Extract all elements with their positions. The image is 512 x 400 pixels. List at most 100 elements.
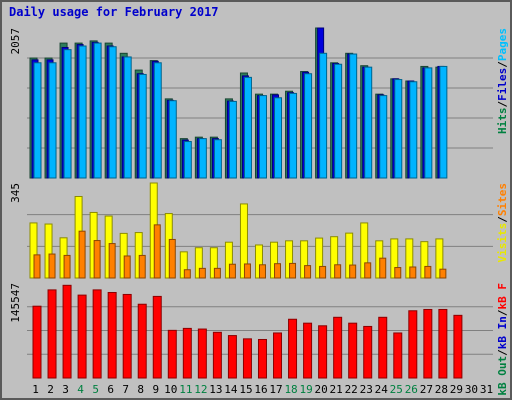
bar-pages-day-9 — [153, 62, 162, 179]
bar-pages-day-11 — [183, 141, 192, 179]
axis-label-separator: / — [496, 349, 509, 356]
bar-pages-day-1 — [33, 62, 42, 179]
axis-label-separator: / — [496, 309, 509, 316]
bar-kb-f-day-15 — [242, 338, 252, 379]
bar-pages-day-27 — [424, 67, 433, 179]
bar-kb-f-day-2 — [47, 289, 57, 379]
bar-sites-day-25 — [394, 267, 402, 279]
bar-kb-f-day-11 — [182, 327, 192, 379]
bar-sites-day-20 — [319, 265, 327, 279]
bar-pages-day-22 — [349, 53, 358, 179]
bar-kb-f-day-4 — [77, 294, 87, 379]
x-tick-label-day-27: 27 — [420, 383, 433, 396]
x-tick-label-day-22: 22 — [345, 383, 358, 396]
x-tick-label-day-13: 13 — [209, 383, 222, 396]
bar-sites-day-4 — [78, 230, 86, 279]
bar-sites-day-17 — [274, 263, 282, 279]
x-tick-label-day-8: 8 — [137, 383, 144, 396]
axis-label-sites: Sites — [496, 183, 509, 216]
bar-kb-f-day-6 — [107, 291, 117, 379]
bar-sites-day-27 — [424, 265, 432, 279]
bar-pages-day-17 — [274, 97, 283, 179]
bar-kb-f-day-20 — [318, 325, 328, 379]
bar-kb-f-day-8 — [137, 303, 147, 379]
bar-pages-day-16 — [258, 95, 267, 179]
x-tick-label-day-19: 19 — [299, 383, 312, 396]
axis-label-kb-out: kB Out — [496, 356, 509, 396]
x-tick-label-day-14: 14 — [224, 383, 238, 396]
bar-sites-day-19 — [304, 265, 312, 279]
panel-1-axis-label: Hits/Files/Pages — [496, 28, 509, 134]
bar-sites-day-10 — [168, 238, 176, 279]
bar-pages-day-18 — [289, 92, 298, 179]
axis-label-visits: Visits — [496, 223, 509, 263]
x-tick-label-day-4: 4 — [77, 383, 84, 396]
x-tick-label-day-16: 16 — [254, 383, 267, 396]
bar-sites-day-11 — [183, 269, 191, 279]
bar-kb-f-day-1 — [32, 305, 42, 379]
bar-kb-f-day-17 — [273, 332, 283, 379]
panel-1-max-label: 2057 — [9, 28, 22, 55]
bar-kb-f-day-18 — [288, 318, 298, 379]
bar-pages-day-14 — [228, 100, 237, 179]
bar-sites-day-15 — [243, 263, 251, 279]
x-tick-label-day-5: 5 — [92, 383, 99, 396]
bar-sites-day-14 — [228, 263, 236, 279]
bar-pages-day-8 — [138, 73, 147, 179]
bar-kb-f-day-12 — [197, 328, 207, 379]
x-tick-label-day-31: 31 — [480, 383, 493, 396]
panel-3-max-label: 145547 — [9, 283, 22, 323]
x-tick-label-day-26: 26 — [405, 383, 418, 396]
bar-sites-day-3 — [63, 254, 71, 279]
bar-sites-day-2 — [48, 253, 56, 279]
bar-sites-day-13 — [213, 267, 221, 279]
bar-kb-f-day-26 — [408, 310, 418, 379]
bar-sites-day-9 — [153, 224, 161, 279]
bar-kb-f-day-28 — [438, 308, 448, 379]
bar-kb-f-day-19 — [303, 322, 313, 379]
bar-pages-day-6 — [108, 46, 117, 179]
x-tick-label-day-15: 15 — [239, 383, 252, 396]
bar-pages-day-21 — [334, 63, 343, 179]
bar-kb-f-day-13 — [212, 331, 222, 379]
bar-kb-f-day-27 — [423, 308, 433, 379]
axis-label-kb-in: kB In — [496, 316, 509, 349]
panel-2-axis-label: Visits/Sites — [496, 183, 509, 263]
bar-sites-day-23 — [364, 262, 372, 279]
axis-label-separator: / — [496, 61, 509, 68]
bar-sites-day-24 — [379, 257, 387, 279]
bar-sites-day-1 — [33, 254, 41, 279]
bar-kb-f-day-5 — [92, 289, 102, 379]
bar-sites-day-12 — [198, 267, 206, 279]
x-tick-label-day-12: 12 — [194, 383, 207, 396]
x-tick-label-day-30: 30 — [465, 383, 478, 396]
bar-kb-f-day-22 — [348, 322, 358, 379]
bar-pages-day-7 — [123, 56, 132, 179]
bar-pages-day-4 — [78, 45, 87, 179]
bar-pages-day-24 — [379, 95, 388, 179]
x-tick-label-day-21: 21 — [330, 383, 343, 396]
bar-sites-day-8 — [138, 254, 146, 279]
x-tick-label-day-6: 6 — [107, 383, 114, 396]
x-tick-label-day-23: 23 — [360, 383, 373, 396]
x-tick-label-day-29: 29 — [450, 383, 463, 396]
bar-sites-day-16 — [258, 264, 266, 279]
x-tick-label-day-20: 20 — [315, 383, 328, 396]
bar-sites-day-21 — [334, 264, 342, 279]
bar-kb-f-day-24 — [378, 316, 388, 379]
bar-sites-day-28 — [439, 268, 447, 279]
bar-pages-day-12 — [198, 138, 207, 179]
axis-label-files: Files — [496, 68, 509, 101]
bar-pages-day-5 — [93, 42, 102, 179]
bar-kb-f-day-21 — [333, 316, 343, 379]
x-tick-label-day-9: 9 — [152, 383, 159, 396]
axis-label-separator: / — [496, 216, 509, 223]
x-tick-label-day-1: 1 — [32, 383, 39, 396]
bar-sites-day-26 — [409, 266, 417, 279]
x-tick-label-day-2: 2 — [47, 383, 54, 396]
axis-label-separator: / — [496, 101, 509, 108]
x-tick-label-day-7: 7 — [122, 383, 129, 396]
x-tick-label-day-18: 18 — [284, 383, 297, 396]
